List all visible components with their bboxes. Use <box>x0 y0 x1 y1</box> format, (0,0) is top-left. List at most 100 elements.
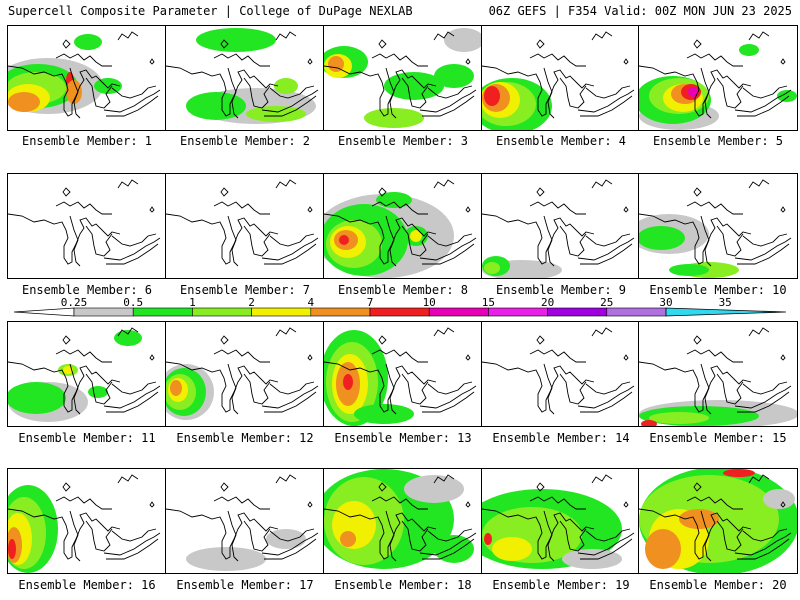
coastline <box>734 89 792 113</box>
coastline <box>482 508 595 560</box>
scp-map-11 <box>8 327 161 422</box>
scp-map-15 <box>639 327 797 426</box>
coastline <box>117 179 139 189</box>
scp-map-3 <box>324 28 482 128</box>
coastline <box>623 206 629 213</box>
ensemble-member-label: Ensemble Member: 18 <box>334 578 472 592</box>
coastline <box>623 501 629 508</box>
scp-contour-fill <box>669 264 709 276</box>
scp-contour-fill <box>484 262 500 274</box>
coastline <box>585 528 631 542</box>
coastline <box>580 95 633 117</box>
coastline <box>55 201 112 215</box>
coastline <box>482 65 595 117</box>
scp-map-8 <box>324 179 477 278</box>
coastline <box>536 482 545 492</box>
scp-map-20 <box>639 469 797 573</box>
coastline <box>69 67 81 119</box>
coastline <box>577 532 635 556</box>
coastline <box>580 243 633 265</box>
coastline <box>401 373 429 405</box>
ensemble-panel-13 <box>323 321 483 427</box>
scp-map-16 <box>8 474 161 573</box>
legend-tick-label: 0.25 <box>60 296 88 309</box>
coastline <box>529 496 586 510</box>
scp-contour-fill <box>410 230 422 242</box>
scp-contour-fill <box>723 469 755 477</box>
coastline <box>55 53 112 67</box>
coastline <box>536 39 545 49</box>
scp-contour-fill <box>274 78 298 94</box>
coastline <box>693 482 702 492</box>
coastline <box>419 89 477 113</box>
coastline <box>482 361 595 413</box>
coastline <box>85 373 113 405</box>
scp-contour-fill <box>376 192 412 208</box>
coastline <box>85 520 113 552</box>
scp-contour-fill <box>639 226 685 250</box>
scp-contour-fill <box>354 404 414 424</box>
coastline <box>591 474 613 484</box>
ensemble-panel-14 <box>481 321 641 427</box>
coastline <box>716 373 744 405</box>
coastline <box>422 391 475 413</box>
coastline <box>419 385 477 409</box>
ensemble-member-label: Ensemble Member: 17 <box>176 578 314 592</box>
coastline <box>623 354 629 361</box>
coastline <box>737 391 790 413</box>
ensemble-member-label: Ensemble Member: 4 <box>495 134 627 148</box>
scp-contour-fill <box>8 539 16 559</box>
scp-contour-fill <box>114 330 142 346</box>
coastline <box>106 95 159 117</box>
ensemble-panel-8 <box>323 173 483 279</box>
coastline <box>585 85 631 99</box>
scp-map-13 <box>324 327 477 426</box>
coastline <box>742 85 788 99</box>
scp-contour-fill <box>444 28 482 52</box>
coastline <box>639 361 752 413</box>
ensemble-member-label: Ensemble Member: 12 <box>176 431 314 445</box>
coastline <box>264 391 317 413</box>
coastline <box>401 77 429 109</box>
coastline <box>700 67 712 119</box>
coastline <box>371 349 428 363</box>
coastline <box>8 508 121 560</box>
coastline <box>559 225 587 257</box>
coastline <box>577 237 635 261</box>
coastline <box>117 31 139 41</box>
scp-contour-fill <box>8 382 66 414</box>
ensemble-member-label: Ensemble Member: 15 <box>649 431 787 445</box>
coastline <box>639 65 752 117</box>
coastline <box>371 201 428 215</box>
ensemble-panel-9 <box>481 173 641 279</box>
coastline <box>324 65 437 117</box>
coastline <box>385 215 397 267</box>
ensemble-panel-16 <box>7 468 167 574</box>
scp-contour-fill <box>8 92 40 112</box>
scp-map-14 <box>482 327 635 415</box>
legend-swatch <box>606 307 667 317</box>
coastline <box>103 385 161 409</box>
coastline <box>269 233 315 247</box>
coastline <box>62 187 71 197</box>
coastline <box>166 65 279 117</box>
scp-contour-fill <box>484 86 500 106</box>
scp-map-4 <box>482 31 635 130</box>
legend-tick-label: 30 <box>659 296 673 309</box>
scp-contour-fill <box>186 92 246 120</box>
coastline <box>220 39 229 49</box>
coastline <box>543 510 555 562</box>
coastline <box>536 187 545 197</box>
coastline <box>734 385 792 409</box>
coastline <box>69 510 81 562</box>
coastline <box>433 179 455 189</box>
coastline <box>559 77 587 109</box>
scp-contour-fill <box>328 56 344 72</box>
coastline <box>149 501 155 508</box>
coastline <box>166 508 279 560</box>
coastline <box>62 335 71 345</box>
ensemble-member-label: Ensemble Member: 20 <box>649 578 787 592</box>
ensemble-panel-12 <box>165 321 325 427</box>
scp-contour-fill <box>74 34 102 50</box>
coastline <box>55 349 112 363</box>
